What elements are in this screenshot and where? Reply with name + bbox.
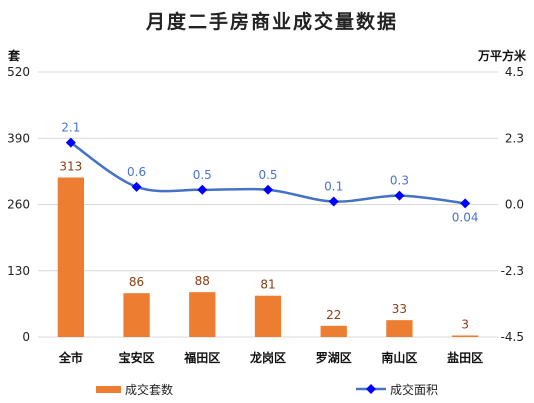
chart-title: 月度二手房商业成交量数据 xyxy=(145,10,398,33)
line-point xyxy=(263,184,273,195)
line-point xyxy=(65,137,76,148)
left-tick-label: 390 xyxy=(7,131,30,145)
line-series: 2.1 0.6 0.5 0.5 0.1 0.3 0.04 xyxy=(61,121,478,225)
line-point xyxy=(131,181,142,192)
line-data-label: 0.3 xyxy=(390,174,409,188)
bar xyxy=(57,177,84,337)
line-data-label: 0.04 xyxy=(452,210,479,224)
line-data-label: 0.6 xyxy=(127,165,146,179)
right-tick-label: -2.3 xyxy=(501,264,524,278)
right-tick-label: 4.5 xyxy=(505,65,524,79)
bar xyxy=(123,293,150,337)
axes: 0 130 260 390 520 -4.5 -2.3 0.0 2.3 4.5 全市 宝安区 福田区 龙岗… xyxy=(7,65,524,365)
bar xyxy=(320,325,347,337)
line-data-label: 0.5 xyxy=(193,168,212,182)
gridlines xyxy=(38,71,498,338)
legend: 成交套数 成交面积 xyxy=(96,382,438,397)
line-point xyxy=(394,190,405,201)
line-data-label: 0.5 xyxy=(258,168,277,182)
bar-data-label: 313 xyxy=(59,159,82,173)
right-axis-unit: 万平方米 xyxy=(477,48,527,63)
line-point xyxy=(460,198,471,209)
bar xyxy=(386,320,413,337)
line-data-label: 2.1 xyxy=(61,121,80,135)
line-point xyxy=(328,196,339,207)
bar-data-label: 86 xyxy=(129,275,144,289)
category-label: 宝安区 xyxy=(119,350,155,365)
legend-marker xyxy=(366,384,376,394)
left-tick-label: 260 xyxy=(7,198,30,212)
line-data-label: 0.1 xyxy=(324,180,343,194)
category-label: 全市 xyxy=(58,350,83,365)
bar-data-label: 3 xyxy=(461,317,469,331)
bar-data-label: 33 xyxy=(392,302,407,316)
bar-data-label: 22 xyxy=(326,308,341,322)
right-tick-label: -4.5 xyxy=(501,330,524,344)
legend-label: 成交套数 xyxy=(125,382,173,397)
legend-swatch-bar xyxy=(96,386,121,393)
left-tick-label: 130 xyxy=(7,264,30,278)
line-point xyxy=(197,184,208,195)
category-label: 龙岗区 xyxy=(250,350,286,365)
bar xyxy=(254,295,282,337)
left-axis-unit: 套 xyxy=(7,48,21,63)
right-tick-label: 0.0 xyxy=(505,198,524,212)
legend-label: 成交面积 xyxy=(390,382,438,397)
bar-data-label: 88 xyxy=(195,274,210,288)
left-tick-label: 520 xyxy=(7,65,30,79)
category-label: 盐田区 xyxy=(447,350,483,365)
category-label: 福田区 xyxy=(183,350,220,365)
bar xyxy=(452,335,479,337)
left-tick-label: 0 xyxy=(22,330,30,344)
category-label: 罗湖区 xyxy=(316,350,352,365)
category-label: 南山区 xyxy=(381,350,417,365)
bar-data-label: 81 xyxy=(260,278,275,292)
bar xyxy=(189,292,216,337)
right-tick-label: 2.3 xyxy=(505,131,524,145)
